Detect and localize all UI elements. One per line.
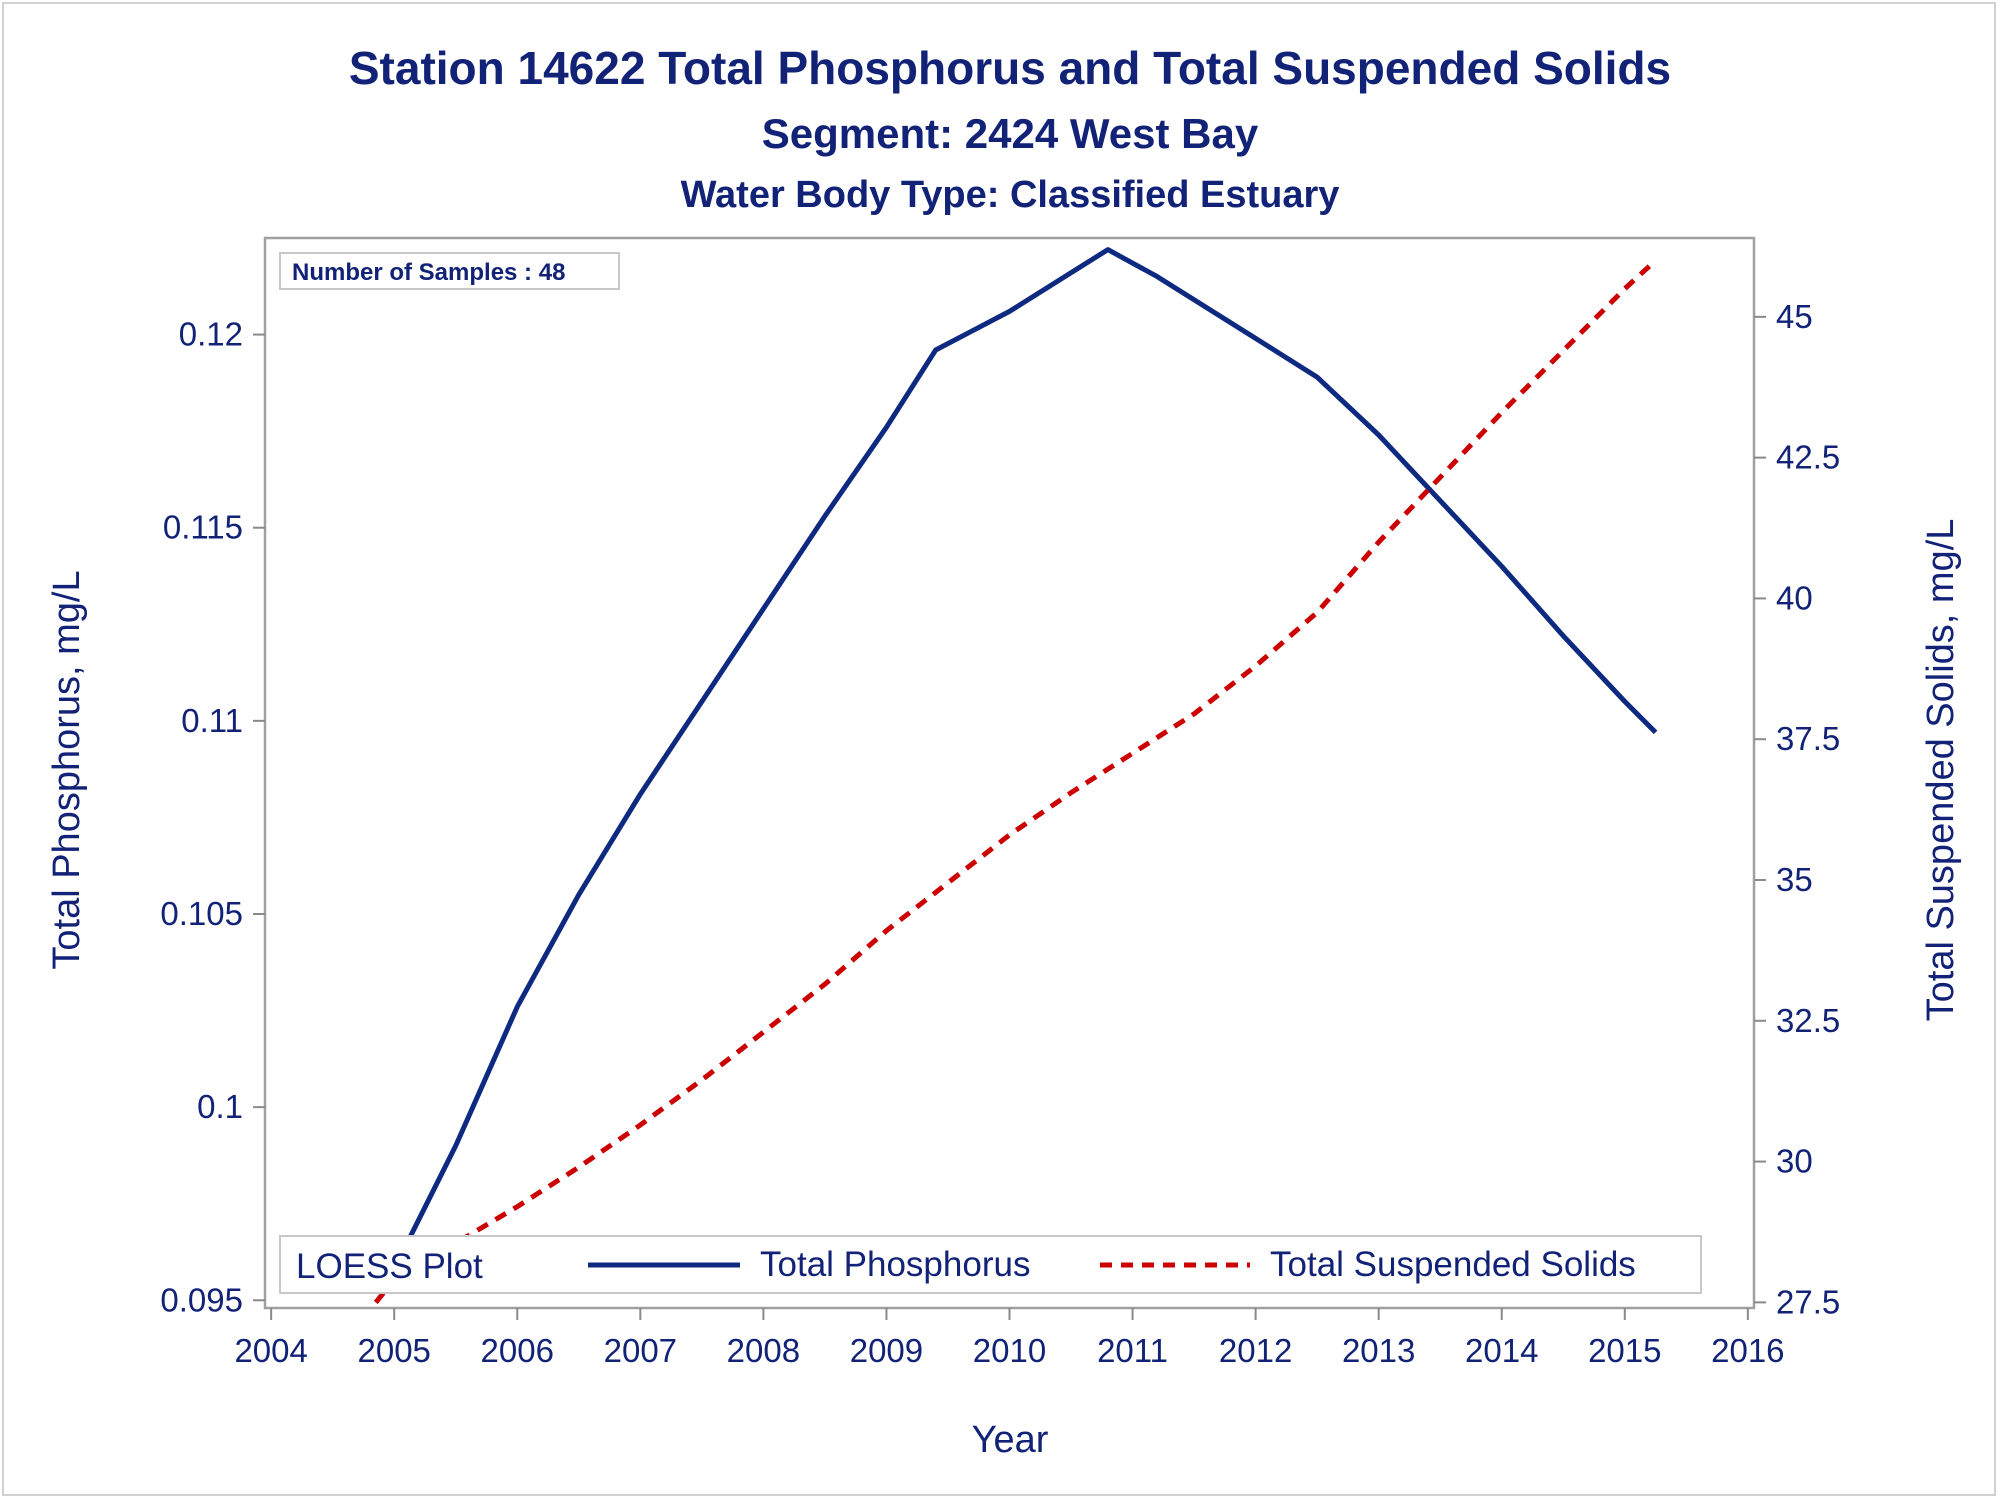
y2-tick-label: 40 — [1776, 579, 1813, 616]
y-axis-left: 0.095 0.1 0.105 0.11 0.115 0.12 — [160, 316, 265, 1318]
x-axis-label: Year — [972, 1419, 1049, 1461]
legend-label-total-suspended-solids: Total Suspended Solids — [1270, 1245, 1636, 1284]
series-line-total-phosphorus — [385, 247, 1658, 1283]
plot-area — [263, 236, 1756, 1310]
y-axis-right: 27.5 30 32.5 35 37.5 40 42.5 45 — [1754, 298, 1840, 1320]
samples-count-text: Number of Samples : 48 — [292, 259, 565, 286]
y2-tick-label: 27.5 — [1776, 1283, 1840, 1320]
x-tick-label: 2004 — [234, 1332, 307, 1369]
y-tick-label: 0.115 — [163, 509, 243, 546]
y2-tick-label: 35 — [1776, 861, 1813, 898]
x-tick-label: 2008 — [727, 1332, 800, 1369]
x-tick-label: 2014 — [1465, 1332, 1538, 1369]
y2-tick-label: 45 — [1776, 298, 1813, 335]
y2-tick-label: 37.5 — [1776, 720, 1840, 757]
series-line-total-suspended-solids — [373, 258, 1658, 1304]
samples-inset-box — [279, 252, 620, 290]
x-tick-label: 2005 — [357, 1332, 430, 1369]
x-tick-label: 2012 — [1219, 1332, 1292, 1369]
x-tick-label: 2006 — [481, 1332, 554, 1369]
y2-tick-label: 32.5 — [1776, 1002, 1840, 1039]
x-tick-label: 2007 — [604, 1332, 677, 1369]
y2-tick-label: 30 — [1776, 1143, 1813, 1180]
x-tick-label: 2011 — [1097, 1332, 1168, 1369]
y-tick-label: 0.12 — [179, 316, 243, 353]
x-tick-label: 2015 — [1588, 1332, 1661, 1369]
chart-subtitle-segment: Segment: 2424 West Bay — [762, 110, 1259, 157]
y2-axis-label: Total Suspended Solids, mg/L — [1920, 519, 1962, 1022]
x-axis: 2004 2005 2006 2007 2008 2009 2010 2011 2012 2013… — [234, 1308, 1785, 1369]
x-tick-label: 2016 — [1711, 1332, 1784, 1369]
x-tick-label: 2013 — [1342, 1332, 1415, 1369]
y-tick-label: 0.095 — [160, 1281, 243, 1318]
x-tick-label: 2009 — [850, 1332, 923, 1369]
chart-title: Station 14622 Total Phosphorus and Total… — [349, 42, 1671, 94]
y-tick-label: 0.105 — [160, 895, 243, 932]
legend-box — [279, 1235, 1702, 1294]
x-tick-label: 2010 — [973, 1332, 1046, 1369]
legend-label-total-phosphorus: Total Phosphorus — [760, 1245, 1030, 1284]
chart-subtitle-water-body: Water Body Type: Classified Estuary — [681, 174, 1340, 216]
y2-tick-label: 42.5 — [1776, 439, 1840, 476]
legend-title: LOESS Plot — [296, 1247, 483, 1286]
series-group — [373, 247, 1658, 1304]
y-axis-label: Total Phosphorus, mg/L — [46, 570, 88, 969]
y-tick-label: 0.1 — [197, 1088, 243, 1125]
y-tick-label: 0.11 — [181, 702, 243, 739]
